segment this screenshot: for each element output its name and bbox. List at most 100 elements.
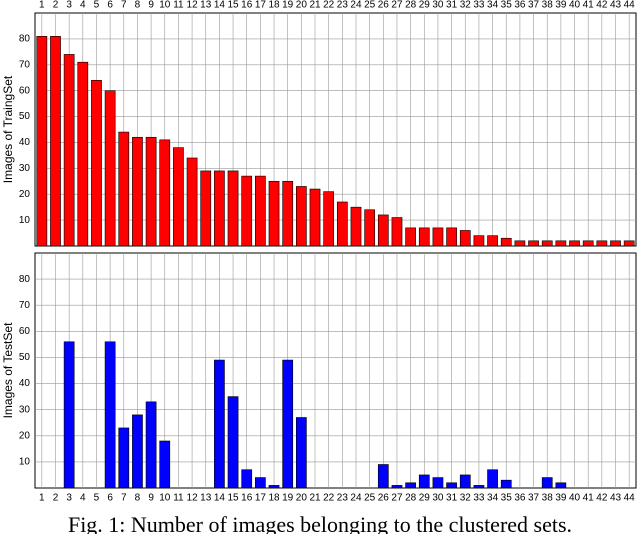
y-tick-label: 20 [19, 430, 31, 441]
bar [555, 482, 567, 489]
x-tick-label: 8 [135, 493, 141, 504]
bar [241, 469, 253, 489]
bar [173, 147, 184, 247]
bar [118, 427, 130, 489]
bar [364, 209, 376, 247]
bar [255, 175, 266, 247]
x-tick-label: 30 [432, 0, 444, 11]
x-tick-label: 8 [135, 0, 141, 11]
bar [227, 396, 239, 489]
bar [227, 170, 239, 247]
x-tick-label: 3 [66, 0, 72, 11]
x-tick-label: 11 [173, 493, 184, 504]
bar [500, 237, 512, 247]
x-tick-label: 33 [473, 493, 485, 504]
y-tick-label: 40 [19, 378, 31, 389]
bar [418, 227, 430, 247]
bar [132, 136, 143, 247]
bar [159, 139, 171, 247]
x-tick-label: 5 [94, 0, 100, 11]
x-tick-label: 2 [53, 0, 59, 11]
x-tick-label: 22 [323, 493, 335, 504]
y-axis-label: Images of TraingSet [1, 75, 15, 183]
bar [432, 477, 444, 489]
x-tick-label: 31 [446, 0, 458, 11]
x-tick-label: 20 [296, 493, 308, 504]
x-tick-label: 34 [487, 493, 499, 504]
x-tick-label: 32 [460, 493, 472, 504]
x-tick-label: 10 [159, 493, 171, 504]
x-tick-label: 29 [419, 493, 431, 504]
x-tick-label: 7 [121, 0, 127, 11]
bar [214, 170, 225, 247]
bar [145, 136, 157, 247]
x-tick-label: 34 [487, 0, 499, 11]
x-tick-label: 3 [66, 493, 72, 504]
x-tick-label: 25 [364, 493, 376, 504]
x-tick-label: 16 [241, 0, 253, 11]
bar [487, 235, 498, 247]
x-tick-label: 31 [446, 493, 458, 504]
x-tick-label: 43 [610, 493, 622, 504]
bar [63, 54, 75, 247]
x-tick-label: 24 [350, 0, 362, 11]
bar [63, 341, 75, 489]
x-tick-label: 37 [528, 493, 540, 504]
bar [596, 240, 608, 247]
bar [541, 477, 553, 489]
x-tick-label: 13 [200, 0, 212, 11]
bar [159, 440, 171, 489]
bar [528, 240, 539, 247]
x-tick-label: 22 [323, 0, 335, 11]
x-tick-label: 43 [610, 0, 622, 11]
bar [446, 482, 457, 489]
x-tick-label: 40 [569, 0, 581, 11]
y-tick-label: 30 [19, 163, 31, 174]
x-tick-label: 27 [391, 493, 403, 504]
x-tick-label: 39 [555, 493, 567, 504]
x-tick-label: 21 [309, 0, 321, 11]
y-tick-label: 80 [19, 274, 31, 285]
x-tick-label: 7 [121, 493, 127, 504]
bar [377, 214, 389, 247]
x-tick-label: 38 [542, 0, 554, 11]
bar [336, 201, 348, 247]
x-tick-label: 17 [255, 0, 267, 11]
y-axis-label: Images of TestSet [1, 322, 15, 418]
y-tick-label: 70 [19, 59, 31, 70]
y-tick-label: 50 [19, 111, 31, 122]
y-tick-label: 30 [19, 404, 31, 415]
bar [200, 170, 212, 247]
x-tick-label: 20 [296, 0, 308, 11]
caption: Fig. 1: Number of images belonging to th… [68, 512, 572, 534]
bar [309, 188, 321, 247]
x-tick-label: 4 [80, 0, 86, 11]
x-tick-label: 26 [378, 493, 390, 504]
bar [432, 227, 444, 247]
x-tick-label: 35 [501, 493, 513, 504]
y-tick-label: 10 [19, 457, 31, 468]
x-tick-label: 5 [94, 493, 100, 504]
x-tick-label: 38 [542, 493, 554, 504]
x-tick-label: 1 [39, 493, 45, 504]
x-tick-label: 18 [268, 493, 280, 504]
bar [459, 474, 471, 489]
y-tick-label: 80 [19, 34, 31, 45]
x-tick-label: 30 [432, 493, 444, 504]
x-tick-label: 19 [282, 0, 294, 11]
bar [350, 206, 362, 247]
bar [555, 240, 567, 247]
x-tick-label: 40 [569, 493, 581, 504]
bar [623, 240, 635, 247]
bar [214, 359, 225, 489]
bar [473, 485, 485, 489]
bar [405, 227, 416, 247]
bar [473, 235, 485, 247]
bar [323, 191, 335, 247]
bar [514, 240, 526, 247]
x-tick-label: 44 [624, 0, 636, 11]
bar [77, 61, 89, 247]
x-tick-label: 9 [148, 0, 154, 11]
